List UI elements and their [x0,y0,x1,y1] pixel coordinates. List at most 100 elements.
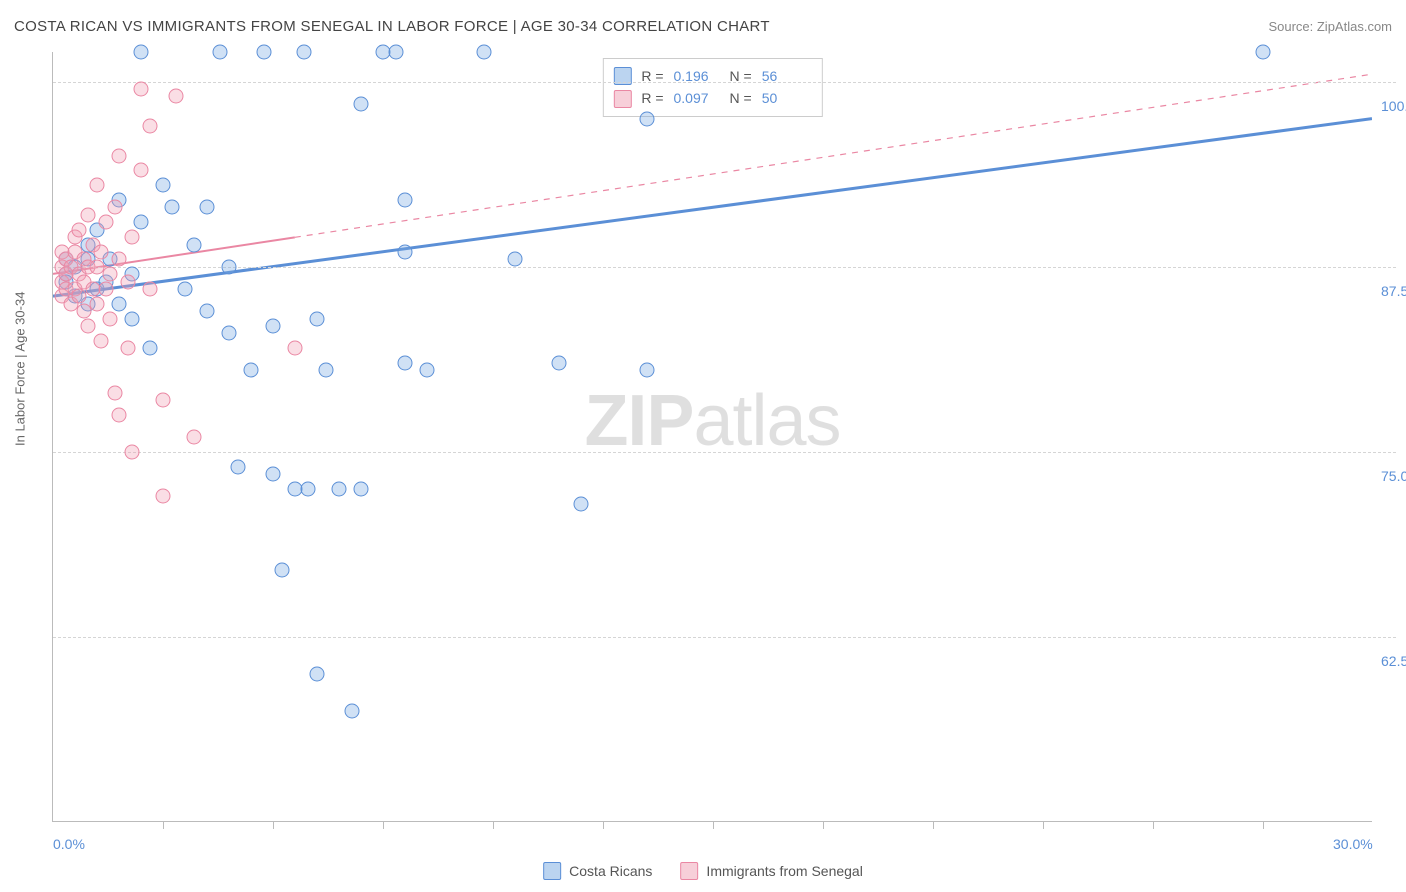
swatch-pink [680,862,698,880]
watermark-bold: ZIP [584,381,693,461]
scatter-point-senegal [90,296,105,311]
legend-label: Immigrants from Senegal [706,863,862,879]
scatter-point-costa_ricans [142,341,157,356]
scatter-point-senegal [142,281,157,296]
scatter-point-costa_ricans [574,496,589,511]
x-tick-label: 30.0% [1333,836,1373,852]
y-tick-label: 87.5% [1381,283,1406,299]
scatter-point-costa_ricans [178,281,193,296]
scatter-point-costa_ricans [222,326,237,341]
scatter-point-costa_ricans [257,45,272,60]
scatter-point-costa_ricans [354,96,369,111]
scatter-point-costa_ricans [274,563,289,578]
x-minor-tick [273,821,274,829]
scatter-point-costa_ricans [398,244,413,259]
y-axis-label: In Labor Force | Age 30-34 [13,292,28,446]
scatter-point-senegal [186,430,201,445]
r-label: R = [641,65,663,87]
gridline-h [53,637,1396,638]
legend-item-costa-ricans: Costa Ricans [543,862,652,880]
scatter-point-senegal [94,244,109,259]
scatter-point-costa_ricans [1256,45,1271,60]
scatter-point-costa_ricans [398,193,413,208]
x-minor-tick [1263,821,1264,829]
scatter-point-costa_ricans [310,666,325,681]
legend-item-senegal: Immigrants from Senegal [680,862,862,880]
x-minor-tick [933,821,934,829]
n-label: N = [730,87,752,109]
scatter-point-costa_ricans [200,304,215,319]
scatter-point-senegal [90,178,105,193]
n-label: N = [730,65,752,87]
stats-row-senegal: R = 0.097 N = 50 [613,87,807,109]
scatter-point-costa_ricans [345,703,360,718]
scatter-point-costa_ricans [134,215,149,230]
scatter-point-costa_ricans [230,459,245,474]
scatter-point-costa_ricans [310,311,325,326]
swatch-blue [543,862,561,880]
bottom-legend: Costa Ricans Immigrants from Senegal [543,862,863,880]
x-minor-tick [383,821,384,829]
x-minor-tick [163,821,164,829]
scatter-point-costa_ricans [301,481,316,496]
scatter-point-costa_ricans [477,45,492,60]
scatter-point-costa_ricans [296,45,311,60]
x-minor-tick [1043,821,1044,829]
scatter-point-senegal [112,252,127,267]
scatter-point-senegal [125,230,140,245]
scatter-point-senegal [134,82,149,97]
legend-label: Costa Ricans [569,863,652,879]
scatter-point-costa_ricans [398,355,413,370]
x-minor-tick [603,821,604,829]
scatter-point-costa_ricans [354,481,369,496]
trend-lines [53,52,1372,821]
scatter-point-senegal [107,200,122,215]
scatter-point-senegal [120,341,135,356]
correlation-stats-box: R = 0.196 N = 56 R = 0.097 N = 50 [602,58,822,117]
watermark-light: atlas [693,381,840,461]
scatter-point-senegal [112,148,127,163]
scatter-point-senegal [288,341,303,356]
n-value: 50 [762,87,808,109]
watermark: ZIPatlas [584,380,840,462]
scatter-point-costa_ricans [318,363,333,378]
scatter-point-senegal [107,385,122,400]
scatter-point-costa_ricans [389,45,404,60]
scatter-point-senegal [81,318,96,333]
scatter-point-costa_ricans [420,363,435,378]
scatter-point-costa_ricans [186,237,201,252]
chart-title: COSTA RICAN VS IMMIGRANTS FROM SENEGAL I… [14,18,770,35]
scatter-point-costa_ricans [164,200,179,215]
n-value: 56 [762,65,808,87]
gridline-h [53,82,1396,83]
scatter-point-senegal [98,215,113,230]
stats-row-costa-rican: R = 0.196 N = 56 [613,65,807,87]
scatter-point-costa_ricans [508,252,523,267]
scatter-point-costa_ricans [640,363,655,378]
scatter-point-senegal [112,407,127,422]
scatter-point-costa_ricans [266,467,281,482]
gridline-h [53,452,1396,453]
swatch-pink [613,90,631,108]
y-tick-label: 62.5% [1381,653,1406,669]
trendline-costa_ricans [53,119,1372,297]
source-attribution: Source: ZipAtlas.com [1268,19,1392,34]
scatter-point-costa_ricans [213,45,228,60]
scatter-point-costa_ricans [200,200,215,215]
scatter-point-costa_ricans [156,178,171,193]
title-bar: COSTA RICAN VS IMMIGRANTS FROM SENEGAL I… [14,18,1392,35]
chart-plot-area: ZIPatlas R = 0.196 N = 56 R = 0.097 N = … [52,52,1372,822]
scatter-point-costa_ricans [552,355,567,370]
scatter-point-senegal [169,89,184,104]
scatter-point-costa_ricans [332,481,347,496]
scatter-point-senegal [81,207,96,222]
r-label: R = [641,87,663,109]
scatter-point-costa_ricans [134,45,149,60]
x-minor-tick [823,821,824,829]
scatter-point-senegal [134,163,149,178]
scatter-point-senegal [120,274,135,289]
scatter-point-senegal [72,222,87,237]
y-tick-label: 75.0% [1381,468,1406,484]
gridline-h [53,267,1396,268]
x-minor-tick [493,821,494,829]
